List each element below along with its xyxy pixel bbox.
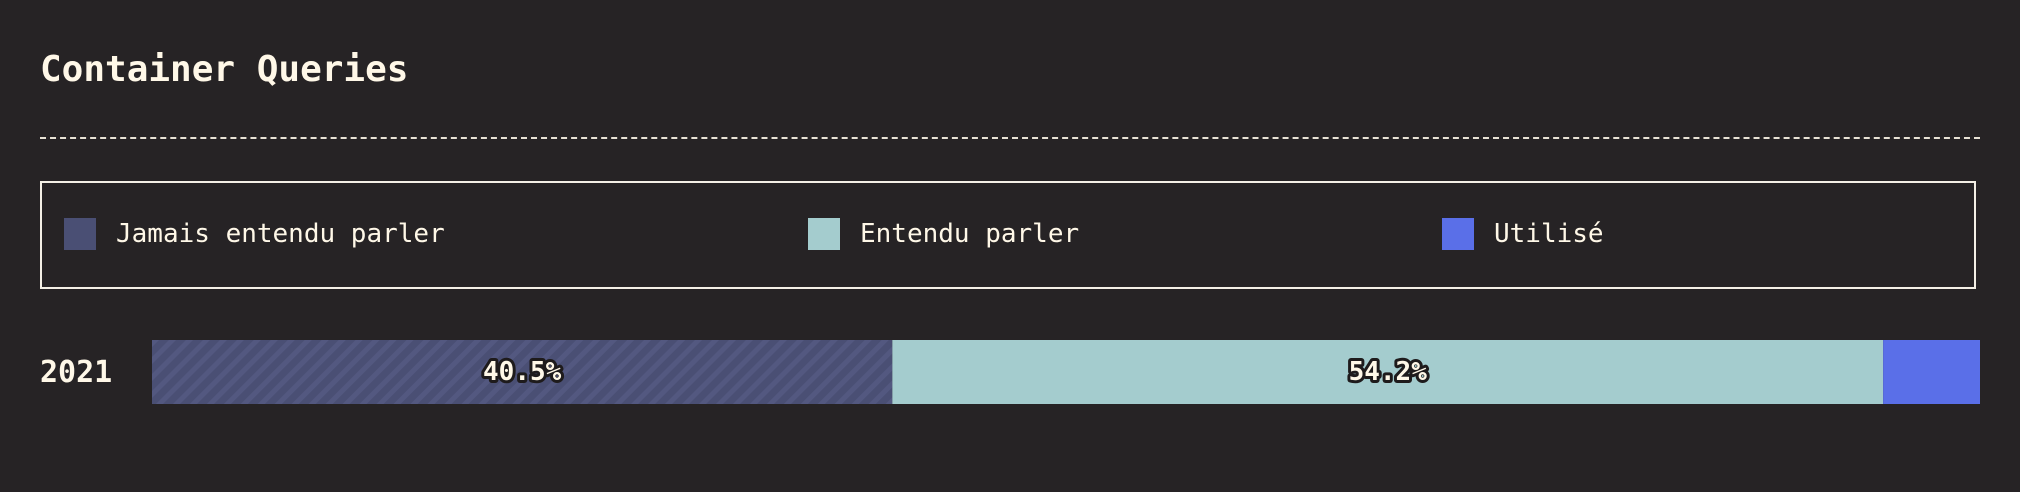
legend-label-never-heard: Jamais entendu parler: [116, 219, 445, 249]
legend-label-used: Utilisé: [1494, 219, 1604, 249]
bar-label-entendu-parler: 54.2%: [1349, 357, 1428, 387]
legend-swatch-used: [1442, 218, 1474, 250]
stacked-bar-chart: 40.5% 54.2%: [152, 340, 1980, 404]
legend-swatch-heard: [808, 218, 840, 250]
legend-label-heard: Entendu parler: [860, 219, 1080, 249]
bar-segment-utilise[interactable]: [1883, 340, 1980, 404]
legend-swatch-never-heard: [64, 218, 96, 250]
legend-item-heard[interactable]: Entendu parler: [808, 218, 1079, 250]
legend-item-never-heard[interactable]: Jamais entendu parler: [64, 218, 445, 250]
bar-segment-jamais-entendu-parler[interactable]: [152, 340, 893, 404]
bar-label-jamais-entendu-parler: 40.5%: [483, 357, 562, 387]
category-label-2021: 2021: [40, 355, 113, 390]
legend-item-used[interactable]: Utilisé: [1442, 218, 1604, 250]
chart-title: Container Queries: [40, 49, 409, 90]
bar-segment-entendu-parler[interactable]: [892, 340, 1884, 404]
title-divider: [40, 137, 1980, 139]
legend: Jamais entendu parler Entendu parler Uti…: [40, 181, 1976, 289]
